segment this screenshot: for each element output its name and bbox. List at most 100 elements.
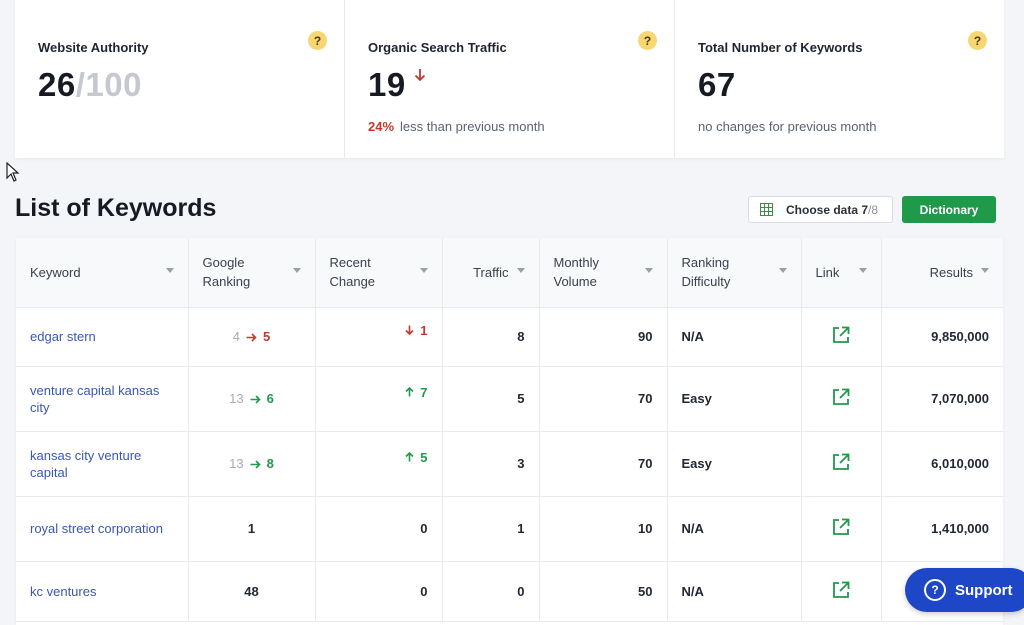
difficulty-cell: N/A (667, 307, 802, 367)
table-header-row: Keyword Google Ranking Recent Change Tra… (16, 238, 1003, 308)
results-cell: 1,410,000 (881, 496, 1003, 562)
rank-old: 13 (229, 456, 244, 471)
keyword-link[interactable]: royal street corporation (30, 521, 163, 536)
volume-cell: 70 (539, 366, 668, 432)
stat-total-keywords: Total Number of Keywords ? 67 no changes… (675, 0, 1004, 158)
mouse-cursor-icon (6, 162, 20, 182)
stat-website-authority: Website Authority ? 26/100 (15, 0, 345, 158)
stats-panel: Website Authority ? 26/100 Organic Searc… (15, 0, 1004, 158)
stat-title: Total Number of Keywords (698, 40, 863, 55)
recent-change-cell: 7 (315, 366, 443, 432)
difficulty-cell: Easy (667, 431, 802, 497)
table-row: venture capital kansas city 13 6 7 5 70 E… (16, 366, 1003, 432)
keyword-cell: royal street corporation (16, 496, 189, 562)
question-icon[interactable]: ? (308, 31, 327, 50)
column-header-monthly-volume[interactable]: Monthly Volume (539, 238, 668, 308)
table-row: kansas city venture capital 13 8 5 3 70 E… (16, 431, 1003, 497)
external-link-icon[interactable] (832, 518, 850, 536)
keyword-link[interactable]: kc ventures (30, 583, 97, 599)
link-cell (801, 307, 882, 367)
arrow-right-icon (250, 395, 261, 404)
recent-change-cell: 0 (315, 496, 443, 562)
ranking-cell: 1 (188, 496, 316, 562)
change-value: 1 (420, 323, 428, 338)
table-row: kc ventures 48 0 0 50 N/A (16, 561, 1003, 622)
caret-down-icon[interactable] (292, 268, 301, 273)
caret-down-icon[interactable] (858, 268, 867, 273)
page-title: List of Keywords (15, 194, 217, 222)
choose-data-count: 7 (861, 202, 869, 217)
column-header-google-ranking[interactable]: Google Ranking (188, 238, 316, 308)
results-cell: 7,070,000 (881, 366, 1003, 432)
stat-title: Organic Search Traffic (368, 40, 507, 55)
arrow-up-icon (405, 451, 414, 462)
column-header-traffic[interactable]: Traffic (442, 238, 540, 308)
dictionary-button[interactable]: Dictionary (902, 196, 996, 223)
stat-value: 19 (368, 66, 426, 104)
question-icon[interactable]: ? (638, 31, 657, 50)
link-cell (801, 496, 882, 562)
traffic-cell: 5 (442, 366, 540, 432)
keyword-cell: kansas city venture capital (16, 431, 189, 497)
arrow-right-icon (250, 460, 261, 469)
keywords-table: Keyword Google Ranking Recent Change Tra… (16, 238, 1003, 625)
grid-icon (760, 203, 773, 216)
external-link-icon[interactable] (832, 581, 850, 599)
keyword-link[interactable]: kansas city venture capital (30, 447, 142, 480)
choose-data-total: /8 (868, 202, 879, 217)
ranking-cell: 13 8 (188, 431, 316, 497)
recent-change-cell: 0 (315, 561, 443, 622)
ranking-cell: 13 6 (188, 366, 316, 432)
column-header-ranking-difficulty[interactable]: Ranking Difficulty (667, 238, 802, 308)
keyword-cell: kc ventures (16, 561, 189, 622)
results-cell: 9,850,000 (881, 307, 1003, 367)
external-link-icon[interactable] (832, 453, 850, 471)
column-header-keyword[interactable]: Keyword (16, 238, 189, 308)
rank-new: 8 (266, 456, 274, 471)
traffic-cell: 3 (442, 431, 540, 497)
volume-cell: 10 (539, 496, 668, 562)
recent-change-cell: 5 (315, 431, 443, 497)
table-row: royal street corporation 1 0 1 10 N/A 1,… (16, 496, 1003, 562)
arrow-right-icon (246, 333, 257, 342)
stat-value: 26/100 (38, 66, 142, 103)
keyword-link[interactable]: venture capital kansas city (30, 382, 160, 415)
change-value: 7 (420, 385, 428, 400)
choose-data-button[interactable]: Choose data 7/8 (748, 196, 893, 223)
caret-down-icon[interactable] (419, 268, 428, 273)
volume-cell: 50 (539, 561, 668, 622)
ranking-cell: 48 (188, 561, 316, 622)
caret-down-icon[interactable] (644, 268, 653, 273)
difficulty-cell: N/A (667, 496, 802, 562)
link-cell (801, 561, 882, 622)
caret-down-icon[interactable] (981, 268, 989, 273)
support-label: Support (955, 581, 1013, 599)
stat-subtext: 24% less than previous month (368, 119, 545, 134)
difficulty-cell: Easy (667, 366, 802, 432)
support-button[interactable]: ? Support (905, 568, 1024, 612)
question-icon[interactable]: ? (968, 31, 987, 50)
stat-subtext: no changes for previous month (698, 119, 877, 134)
column-header-recent-change[interactable]: Recent Change (315, 238, 443, 308)
results-cell: 6,010,000 (881, 431, 1003, 497)
question-circle-icon: ? (924, 579, 946, 601)
traffic-cell: 8 (442, 307, 540, 367)
caret-down-icon[interactable] (165, 268, 174, 273)
keyword-cell: edgar stern (16, 307, 189, 367)
column-header-link[interactable]: Link (801, 238, 882, 308)
caret-down-icon[interactable] (778, 268, 787, 273)
stat-denominator: /100 (75, 66, 142, 103)
difficulty-cell: N/A (667, 561, 802, 622)
external-link-icon[interactable] (832, 388, 850, 406)
column-header-results[interactable]: Results (881, 238, 1003, 308)
stat-organic-search-traffic: Organic Search Traffic ? 19 24% less than… (345, 0, 675, 158)
caret-down-icon[interactable] (516, 268, 525, 273)
rank-old: 13 (229, 391, 244, 406)
choose-data-label: Choose data (786, 202, 859, 217)
volume-cell: 70 (539, 431, 668, 497)
external-link-icon[interactable] (832, 326, 850, 344)
keyword-link[interactable]: edgar stern (30, 329, 96, 344)
traffic-cell: 0 (442, 561, 540, 622)
